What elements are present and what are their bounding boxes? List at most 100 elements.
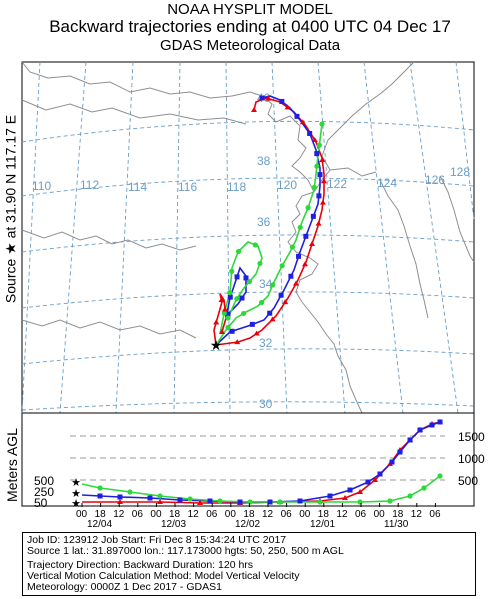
green-height-marker xyxy=(277,499,283,505)
blue-map-marker xyxy=(239,295,245,301)
blue-map-marker xyxy=(243,275,249,281)
date-label-1203: 12/03 xyxy=(161,519,186,530)
blue-map-marker xyxy=(310,213,316,219)
lon-label-112: 112 xyxy=(80,178,99,192)
map-graticule xyxy=(21,61,475,414)
time-tick-label: 12 xyxy=(336,509,348,520)
blue-height-marker xyxy=(97,493,103,499)
source-star-icon: ★ xyxy=(210,337,223,353)
green-map-marker xyxy=(241,310,247,317)
date-label-1204: 12/04 xyxy=(87,519,112,530)
red-map-marker xyxy=(292,280,299,286)
lon-label-116: 116 xyxy=(178,180,197,194)
green-height-marker xyxy=(127,489,133,495)
time-tick-label: 00 xyxy=(299,509,311,520)
red-map-marker xyxy=(222,306,229,312)
green-map-marker xyxy=(257,260,263,267)
blue-map-marker xyxy=(267,310,273,316)
tick-50-left: 50 xyxy=(34,496,48,510)
red-height-marker xyxy=(197,500,203,505)
time-tick-label: 18 xyxy=(95,509,107,520)
time-tick-label: 06 xyxy=(355,509,367,520)
blue-map-marker xyxy=(296,253,302,259)
date-label-1201: 12/01 xyxy=(310,519,335,530)
tick-1500: 1500 xyxy=(458,430,485,444)
lon-label-114: 114 xyxy=(128,180,147,194)
time-tick-label: 12 xyxy=(113,509,125,520)
lon-label-110: 110 xyxy=(32,179,51,193)
vertical-gridlines xyxy=(70,435,445,481)
blue-map-marker xyxy=(303,233,309,239)
meteorology-line: Meteorology: 0000Z 1 Dec 2017 - GDAS1 xyxy=(27,581,222,593)
red-map-marker xyxy=(302,261,309,267)
red-map-marker xyxy=(319,199,326,205)
blue-height-marker xyxy=(377,471,383,477)
green-height-marker xyxy=(217,498,223,504)
green-height-marker xyxy=(407,493,413,499)
model-title: NOAA HYSPLIT MODEL xyxy=(167,1,333,18)
green-map-marker xyxy=(252,242,258,248)
red-trajectory-line xyxy=(215,97,325,346)
date-label-1130: 11/30 xyxy=(384,519,409,530)
blue-height-marker xyxy=(207,498,213,504)
blue-map-marker xyxy=(314,151,320,157)
green-height-marker xyxy=(247,499,253,505)
green-map-marker xyxy=(316,142,322,148)
red-height-marker xyxy=(157,499,163,504)
star-250-icon: ★ xyxy=(71,488,81,500)
green-map-marker xyxy=(234,296,240,302)
time-tick-label: 18 xyxy=(243,509,255,520)
graticule-labels: 110 112 114 116 118 120 122 124 126 128 … xyxy=(32,91,470,411)
green-map-marker xyxy=(319,121,325,127)
green-map-marker xyxy=(235,248,242,255)
map-markers xyxy=(213,95,327,345)
red-map-marker xyxy=(219,329,225,334)
blue-height-marker xyxy=(417,427,423,433)
blue-height-marker xyxy=(397,449,403,455)
time-tick-label: 00 xyxy=(374,509,386,520)
green-map-marker xyxy=(314,163,320,169)
green-map-marker xyxy=(297,224,303,230)
red-map-marker xyxy=(321,178,327,184)
blue-map-marker xyxy=(229,328,235,334)
lon-label-122: 122 xyxy=(327,177,347,191)
blue-map-marker xyxy=(227,294,233,300)
green-height-marker xyxy=(437,473,443,479)
meteorology-title: GDAS Meteorological Data xyxy=(159,37,341,54)
red-map-marker xyxy=(309,240,316,246)
green-map-marker xyxy=(227,290,233,296)
lon-label-118: 118 xyxy=(227,180,246,194)
green-height-marker xyxy=(387,498,393,504)
blue-height-marker xyxy=(297,498,303,504)
blue-height-marker xyxy=(437,419,443,425)
star-50-icon: ★ xyxy=(71,498,81,510)
time-tick-label: 00 xyxy=(150,509,162,520)
green-map-marker xyxy=(229,268,235,275)
date-label-1202: 12/02 xyxy=(235,519,260,530)
lon-label-128: 128 xyxy=(450,165,470,179)
time-tick-label: 12 xyxy=(188,509,200,520)
time-tick-label: 00 xyxy=(225,509,237,520)
blue-map-marker xyxy=(278,292,284,298)
direction-info-line: Trajectory Direction: Backward Duration:… xyxy=(27,559,254,571)
red-map-marker xyxy=(234,339,241,345)
coastline xyxy=(21,61,475,414)
green-map-marker xyxy=(270,282,276,288)
time-tick-label: 12 xyxy=(411,509,423,520)
blue-height-marker xyxy=(117,494,123,500)
lat-label-32: 32 xyxy=(259,336,273,350)
green-map-marker xyxy=(246,278,253,285)
red-height-marker xyxy=(357,489,363,494)
red-map-marker xyxy=(213,319,220,325)
lon-label-120: 120 xyxy=(277,178,297,192)
green-map-marker xyxy=(279,263,285,269)
blue-map-marker xyxy=(234,274,240,280)
time-tick-label: 06 xyxy=(429,509,441,520)
star-500-icon: ★ xyxy=(71,477,81,489)
source-info-line: Source 1 lat.: 31.897000 lon.: 117.17300… xyxy=(27,545,344,557)
blue-map-marker xyxy=(249,321,255,327)
date-labels: 12/04 12/03 12/02 12/01 11/30 xyxy=(87,519,409,530)
red-map-marker xyxy=(315,220,322,226)
green-height-profile xyxy=(81,475,441,503)
